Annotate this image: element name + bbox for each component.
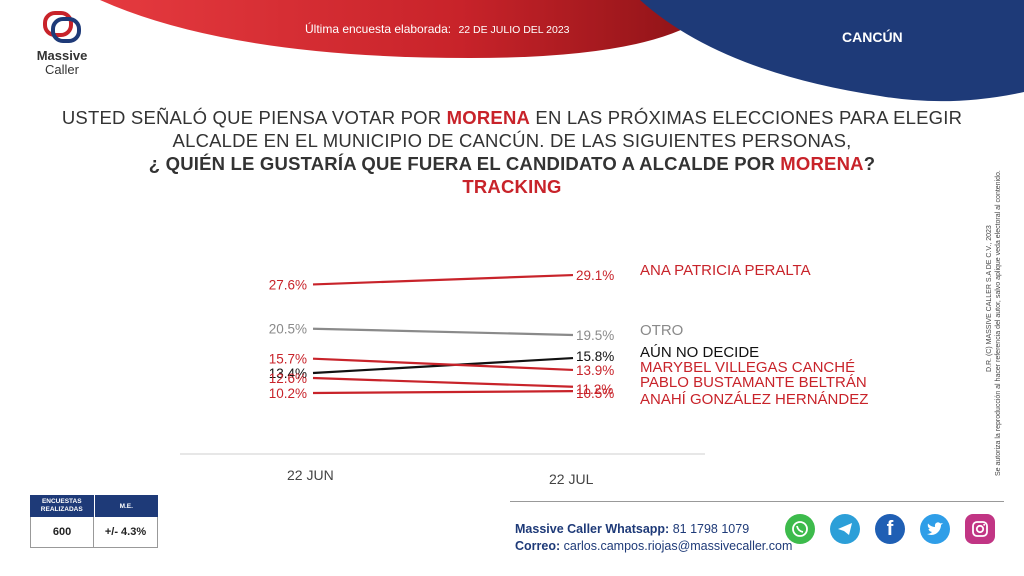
data-label-start-1: 27.6% (269, 277, 307, 292)
question-text-3: ¿ QUIÉN LE GUSTARÍA QUE FUERA EL CANDIDA… (148, 153, 781, 174)
logo-line1: Massive (36, 48, 88, 63)
whatsapp-icon[interactable] (785, 514, 815, 544)
reproduction-note: Se autoriza la reproducción al hacer ref… (995, 170, 1002, 476)
question-text-1: USTED SEÑALÓ QUE PIENSA VOTAR POR (61, 107, 447, 128)
survey-date: 22 DE JULIO DEL 2023 (458, 24, 570, 36)
facebook-icon[interactable]: f (875, 514, 905, 544)
whatsapp-contact: Massive Caller Whatsapp: 81 1798 1079 (515, 522, 749, 536)
email-address[interactable]: carlos.campos.riojas@massivecaller.com (563, 539, 793, 553)
series-line-5 (312, 376, 574, 388)
telegram-icon[interactable] (830, 514, 860, 544)
series-name-3: AÚN NO DECIDE (640, 344, 759, 361)
survey-label: Última encuesta elaborada: (305, 22, 452, 36)
x-tick-label-2: 22 JUL (549, 471, 594, 487)
stats-table: ENCUESTAS REALIZADAS M.E. 600 +/- 4.3% (30, 495, 158, 549)
chart-subtitle: TRACKING (462, 176, 562, 197)
question-party-2: MORENA (780, 153, 864, 174)
data-label-start-5: 12.6% (269, 371, 307, 386)
series-line-6 (312, 390, 574, 395)
question-block: USTED SEÑALÓ QUE PIENSA VOTAR POR MORENA… (0, 106, 1024, 198)
data-label-end-2: 19.5% (576, 328, 614, 343)
logo-line2: Caller (45, 62, 79, 77)
series-name-6: ANAHÍ GONZÁLEZ HERNÁNDEZ (640, 391, 868, 408)
copyright-note: D.R. (C) MASSIVE CALLER S.A DE C.V., 202… (986, 225, 993, 372)
data-label-end-5: 11.2% (576, 382, 613, 397)
series-name-5: PABLO BUSTAMANTE BELTRÁN (640, 374, 867, 391)
question-party-1: MORENA (446, 107, 531, 128)
question-line1: USTED SEÑALÓ QUE PIENSA VOTAR POR MORENA… (0, 106, 1024, 129)
question-line2: ALCALDE EN EL MUNICIPIO DE CANCÚN. DE LA… (172, 130, 852, 151)
data-label-end-6: 10.5% (576, 386, 614, 401)
question-text-2: EN LAS PRÓXIMAS ELECCIONES PARA ELEGIR (530, 107, 963, 128)
stats-value-surveys: 600 (52, 526, 72, 538)
series-name-4: MARYBEL VILLEGAS CANCHÉ (640, 359, 855, 376)
city-label: CANCÚN (842, 29, 903, 45)
data-label-start-6: 10.2% (269, 386, 307, 401)
data-label-end-4: 13.9% (576, 363, 614, 378)
series-line-3 (312, 356, 574, 375)
data-label-start-2: 20.5% (269, 322, 307, 337)
social-icons: f (785, 514, 995, 544)
series-name-2: OTRO (640, 322, 683, 339)
survey-date-line: Última encuesta elaborada: 22 DE JULIO D… (305, 22, 570, 36)
stats-value-me: +/- 4.3% (93, 517, 157, 547)
data-label-start-4: 15.7% (269, 352, 307, 367)
email-contact: Correo: carlos.campos.riojas@massivecall… (515, 539, 792, 553)
x-tick-label-1: 22 JUN (287, 467, 334, 483)
data-label-end-3: 15.8% (576, 349, 614, 364)
stats-header-surveys: ENCUESTAS REALIZADAS (30, 495, 94, 517)
question-line3: ¿ QUIÉN LE GUSTARÍA QUE FUERA EL CANDIDA… (0, 152, 1024, 175)
email-label: Correo: (515, 539, 561, 553)
series-line-2 (312, 327, 574, 337)
twitter-icon[interactable] (920, 514, 950, 544)
instagram-icon[interactable] (965, 514, 995, 544)
series-line-1 (312, 273, 574, 286)
footer-divider (510, 501, 1004, 502)
series-line-4 (312, 357, 574, 372)
stats-header-me: M.E. (93, 495, 158, 517)
data-label-end-1: 29.1% (576, 268, 614, 283)
logo-bubbles-icon (43, 11, 81, 43)
whatsapp-label: Massive Caller Whatsapp: (515, 522, 670, 536)
data-label-start-3: 13.4% (269, 366, 307, 381)
question-text-4: ? (863, 153, 876, 174)
massive-caller-logo: Massive Caller (28, 10, 96, 78)
whatsapp-number: 81 1798 1079 (672, 522, 750, 536)
series-name-1: ANA PATRICIA PERALTA (640, 262, 811, 279)
